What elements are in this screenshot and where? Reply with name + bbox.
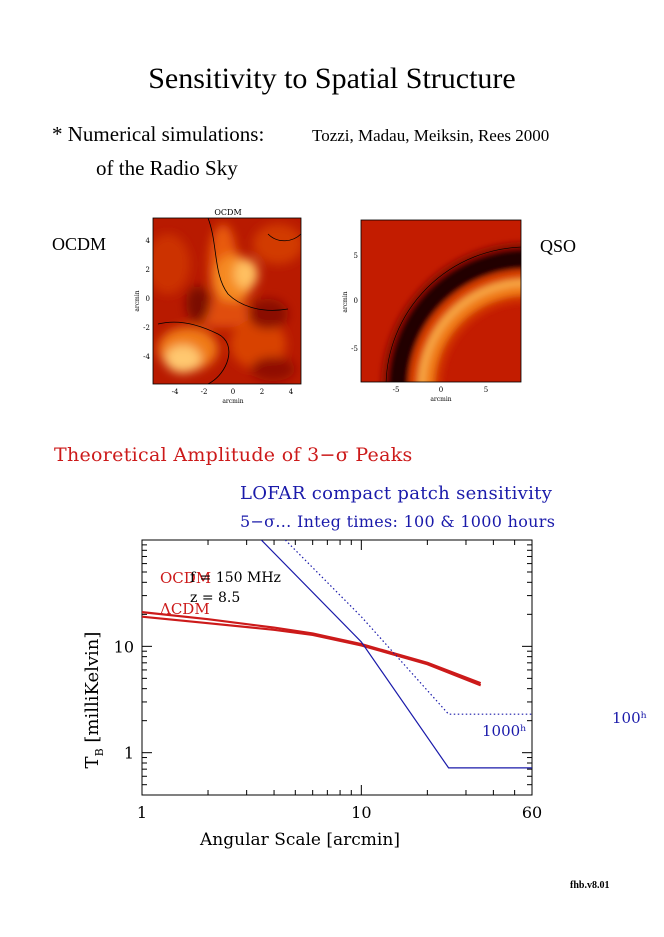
ocdm-map-xtick: -2 — [201, 388, 208, 396]
ocdm-map-xlabel: arcmin — [222, 398, 243, 405]
ocdm-map-xtick: -4 — [172, 388, 179, 396]
ocdm-map-ytick: -2 — [143, 324, 150, 332]
plot-frame — [141, 539, 533, 796]
series-line-1 — [142, 615, 482, 687]
section-heading: Theoretical Amplitude of 3−σ Peaks — [54, 444, 413, 466]
ocdm-map-title: OCDM — [214, 208, 241, 217]
y-axis-label: TB [milliKelvin] — [82, 632, 106, 769]
qso-map-ylabel: arcmin — [342, 291, 349, 312]
qso-map-ytick: 5 — [354, 252, 358, 260]
series-label-3: 100ʰ — [612, 709, 647, 727]
series-line-0 — [142, 611, 482, 685]
lofar-subheading: 5−σ... Integ times: 100 & 1000 hours — [240, 512, 556, 531]
page-title: Sensitivity to Spatial Structure — [148, 62, 516, 95]
ocdm-map: OCDM -4 -2 0 2 4 arcmin 4 2 0 — [134, 208, 302, 405]
lofar-heading: LOFAR compact patch sensitivity — [240, 483, 553, 504]
ocdm-map-ylabel: arcmin — [134, 290, 141, 311]
series-label-1: ΛCDM — [159, 600, 210, 618]
qso-map: -5 0 5 arcmin 5 0 -5 arcmin — [342, 219, 522, 403]
y-axis-label-unit: [milliKelvin] — [82, 632, 103, 749]
ocdm-map-xtick: 4 — [289, 388, 294, 396]
x-tick-label: 10 — [351, 803, 371, 822]
y-axis-label-sub: B — [93, 748, 106, 756]
series-line-2 — [260, 540, 532, 769]
series-label-0: OCDM — [160, 569, 211, 587]
qso-map-ytick: -5 — [351, 345, 358, 353]
x-tick-label: 60 — [522, 803, 542, 822]
qso-map-ytick: 0 — [354, 297, 358, 305]
footer-version: fhb.v8.01 — [570, 880, 610, 891]
ocdm-map-ytick: 4 — [146, 237, 151, 245]
qso-map-xtick: 5 — [484, 386, 488, 394]
annotation-redshift: z = 8.5 — [190, 590, 240, 606]
x-tick-label: 1 — [137, 803, 147, 822]
y-tick-label: 10 — [114, 637, 134, 656]
series-line-3 — [284, 540, 532, 715]
bullet-text: * Numerical simulations: — [52, 122, 265, 146]
annotation-frequency: f = 150 MHz — [190, 570, 281, 586]
qso-map-xlabel: arcmin — [430, 396, 451, 403]
reference-authors: Tozzi, Madau, Meiksin, Rees 2000 — [312, 126, 550, 145]
qso-map-xtick: 0 — [439, 386, 443, 394]
ocdm-map-ytick: 2 — [146, 266, 150, 274]
ocdm-map-label: OCDM — [52, 234, 107, 254]
ocdm-map-ytick: -4 — [143, 353, 150, 361]
svg-text:TB [milliKelvin]: TB [milliKelvin] — [82, 632, 106, 769]
qso-map-xtick: -5 — [393, 386, 400, 394]
ocdm-map-ytick: 0 — [146, 295, 150, 303]
y-axis-label-main: T — [82, 756, 103, 768]
ocdm-map-xtick: 2 — [260, 388, 264, 396]
x-axis-label: Angular Scale [arcmin] — [199, 830, 400, 850]
ocdm-map-xtick: 0 — [231, 388, 235, 396]
series-label-2: 1000ʰ — [482, 722, 527, 740]
bullet-text-line2: of the Radio Sky — [96, 156, 238, 180]
qso-map-label: QSO — [540, 236, 577, 256]
y-tick-label: 1 — [124, 744, 134, 763]
